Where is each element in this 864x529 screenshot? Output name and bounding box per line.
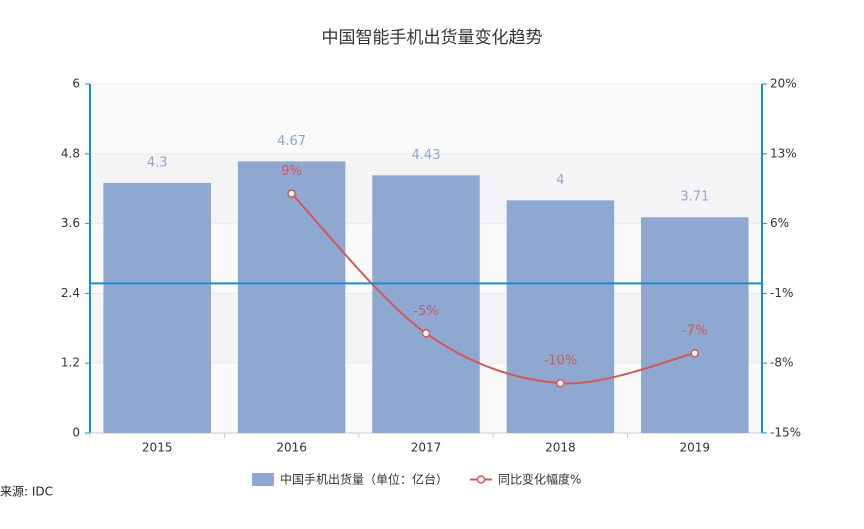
bar-value-label: 3.71 [680,190,709,205]
bar [237,161,346,433]
x-tick-label: 2018 [545,441,576,455]
bar-value-label: 4.67 [277,134,306,149]
y-tick-label: 6 [72,77,80,91]
y-tick-label: 1.2 [61,356,80,370]
bar-value-label: 4.43 [412,148,441,163]
y2-tick-label: -15% [770,426,801,440]
line-point [287,189,296,198]
legend-swatch [252,473,274,486]
bar [103,182,211,433]
y-tick-label: 0 [72,426,80,440]
line-value-label: -5% [413,304,438,319]
y2-tick-label: 20% [770,77,797,91]
y2-tick-label: -1% [770,286,793,300]
y2-tick-label: 6% [770,216,789,230]
legend-swatch [476,475,486,484]
y-tick-label: 4.8 [61,146,80,160]
line-point [556,378,565,388]
bar-value-label: 4.3 [147,155,168,170]
x-tick-label: 2015 [142,441,173,455]
y2-tick-label: 13% [770,146,797,160]
line-value-label: -10% [544,354,578,369]
legend-label: 中国手机出货量（单位：亿台） [280,472,448,487]
chart-title: 中国智能手机出货量变化趋势 [322,28,543,48]
y-tick-label: 3.6 [61,216,80,230]
line-point [421,329,431,338]
line-value-label: 9% [281,164,302,179]
line-value-label: -7% [682,324,707,339]
bar-value-label: 4 [556,173,564,188]
grid-band [90,84,762,154]
legend-label: 同比变化幅度% [498,472,581,487]
y-tick-label: 2.4 [61,286,80,300]
y2-tick-label: -8% [770,356,793,370]
source-note: 来源: IDC [0,485,53,499]
x-tick-label: 2019 [680,441,711,455]
bar [641,217,749,433]
bar [372,175,480,434]
x-tick-label: 2016 [276,441,307,455]
bar [506,200,615,433]
line-point [690,348,700,358]
line [290,192,696,385]
x-tick-label: 2017 [411,441,442,455]
